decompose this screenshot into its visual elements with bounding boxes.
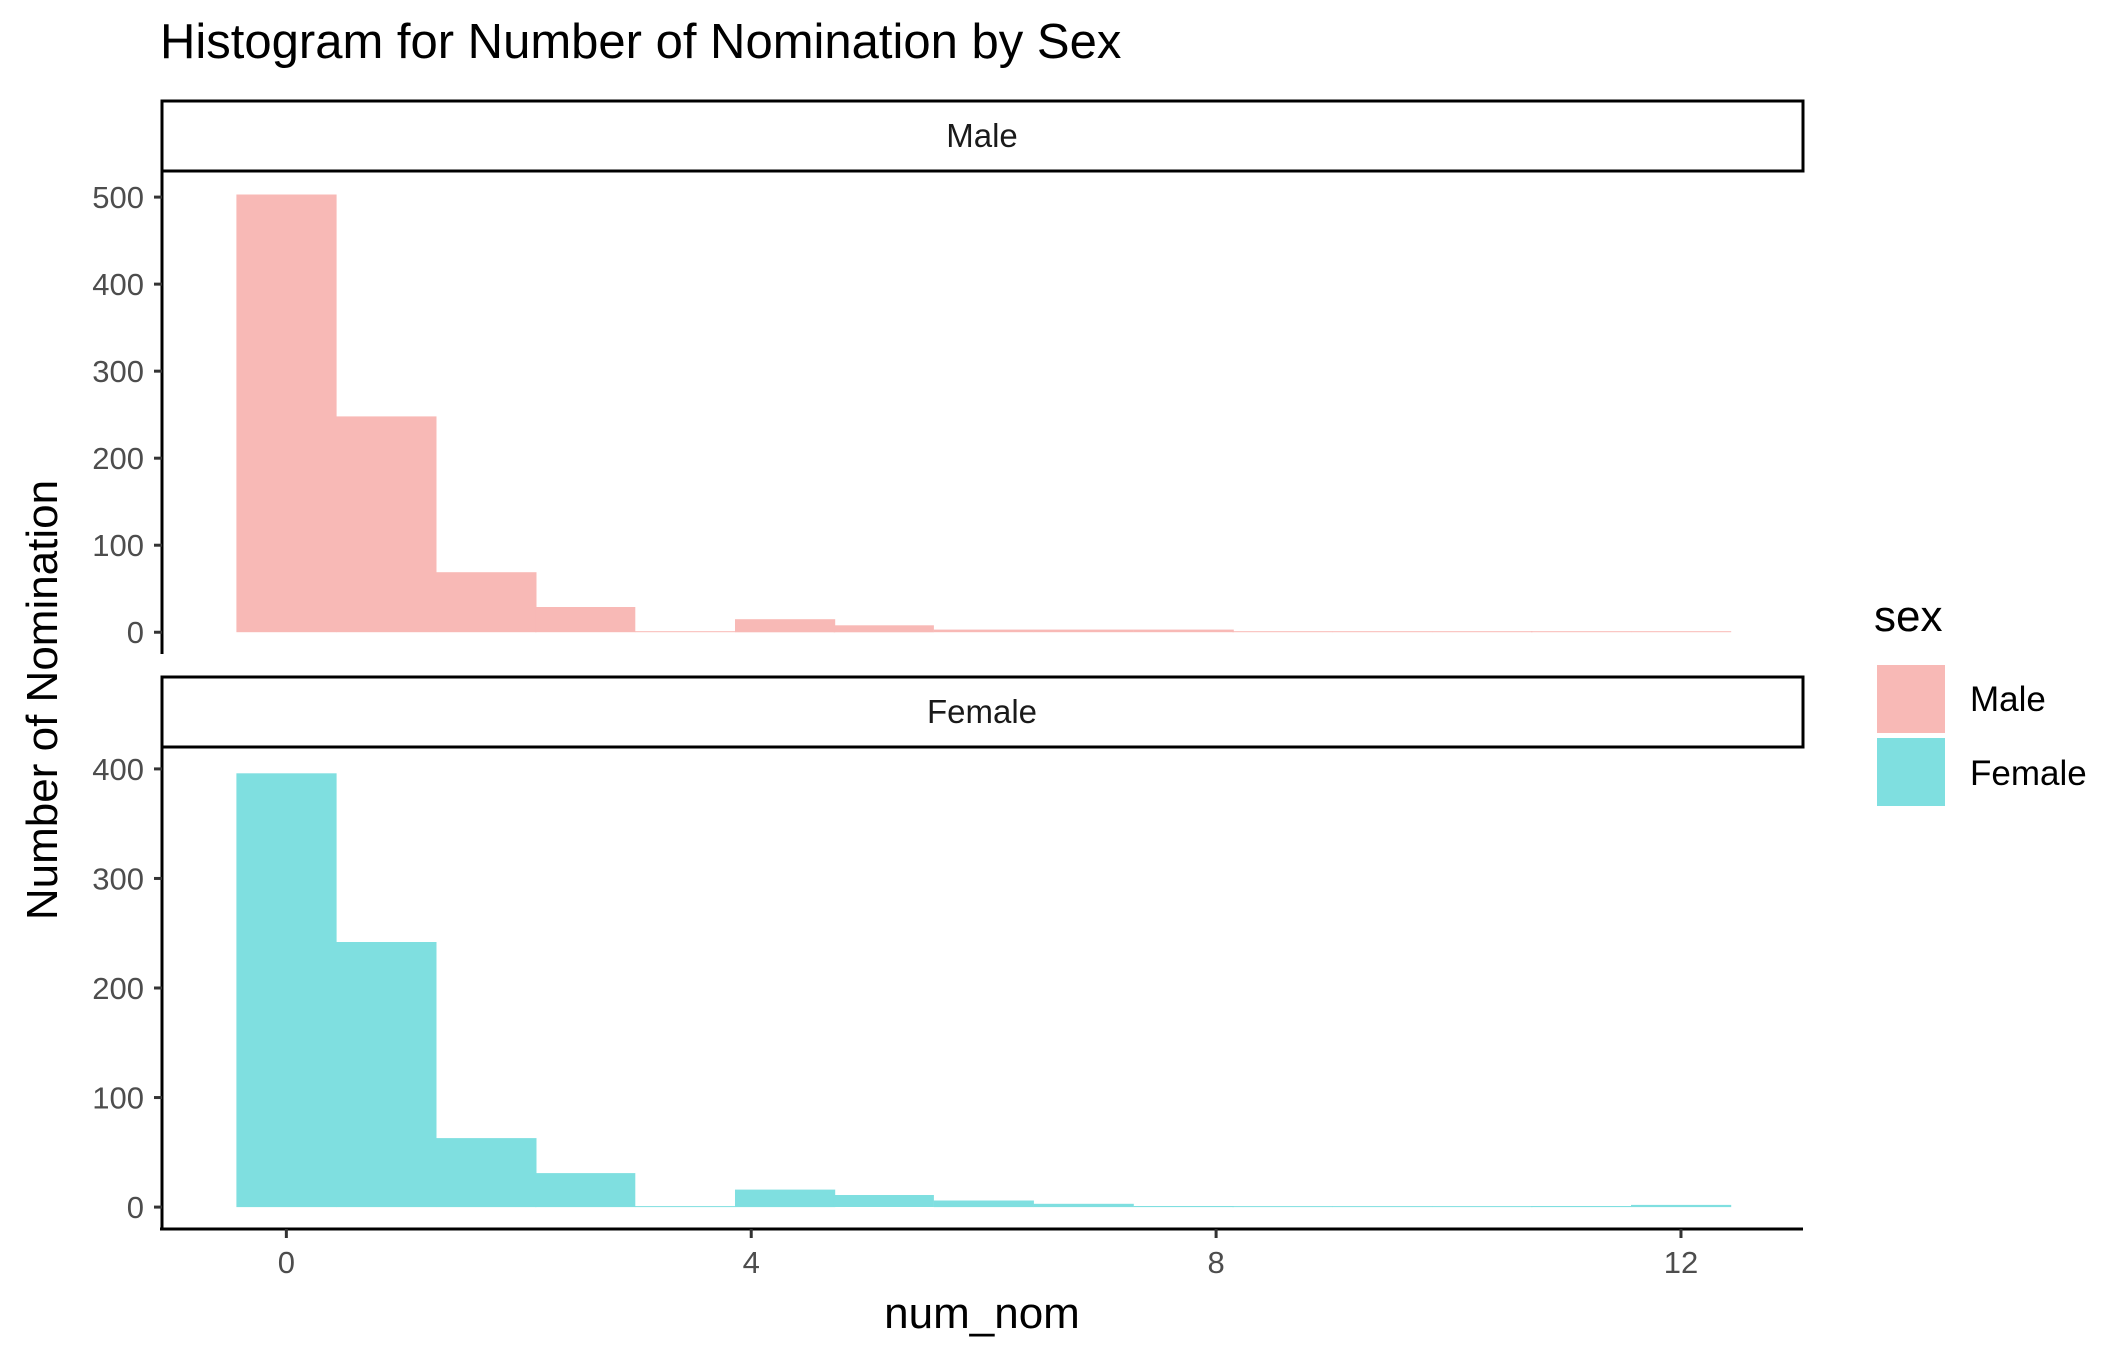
bars-female: [236, 773, 1732, 1208]
bar-male-1: [336, 416, 437, 633]
facet-label-female: Female: [927, 693, 1037, 730]
facet-label-male: Male: [946, 117, 1018, 154]
y-ticks-male: 0 100 200 300 400 500: [92, 180, 162, 650]
legend-key-male: [1877, 665, 1945, 733]
facet-strip-male: [160, 99, 1805, 173]
bar-female-2: [436, 1138, 537, 1208]
bar-male-11: [1332, 631, 1433, 633]
bar-female-14: [1631, 1204, 1732, 1208]
bar-female-3: [535, 1173, 636, 1208]
legend-title: sex: [1874, 592, 1942, 641]
bar-female-0: [236, 773, 337, 1208]
y-axis-title: Number of Nomination: [18, 480, 67, 920]
y-tick-label-male-300: 300: [92, 354, 144, 389]
bar-female-9: [1133, 1206, 1234, 1208]
y-tick-label-female-300: 300: [92, 861, 144, 896]
bar-male-7: [933, 629, 1034, 633]
facet-strip-female: [160, 675, 1805, 749]
y-tick-label-female-100: 100: [92, 1081, 144, 1116]
bar-male-0: [236, 194, 337, 633]
bar-female-6: [833, 1195, 934, 1207]
x-tick-label-0: 0: [278, 1245, 295, 1280]
y-tick-label-male-100: 100: [92, 528, 144, 563]
legend: sex Male Female: [1874, 592, 2087, 806]
legend-key-female: [1877, 738, 1945, 806]
bar-female-4: [635, 1206, 736, 1208]
bar-female-1: [336, 942, 437, 1208]
y-tick-label-male-0: 0: [127, 615, 144, 650]
bar-male-14: [1631, 631, 1732, 633]
y-tick-label-female-0: 0: [127, 1190, 144, 1225]
bar-female-11: [1332, 1206, 1433, 1208]
legend-label-male: Male: [1970, 680, 2046, 719]
panel-female: Female 0 100 200 300 400: [92, 675, 1805, 1229]
x-tick-label-12: 12: [1664, 1245, 1698, 1280]
y-tick-label-female-400: 400: [92, 752, 144, 787]
y-tick-label-female-200: 200: [92, 971, 144, 1006]
bar-male-6: [833, 625, 934, 633]
bar-male-13: [1531, 631, 1632, 633]
x-tick-label-4: 4: [743, 1245, 760, 1280]
bar-male-2: [436, 572, 537, 633]
x-axis-title: num_nom: [884, 1289, 1080, 1338]
bar-male-5: [735, 619, 836, 633]
bar-female-13: [1531, 1206, 1632, 1208]
bar-male-4: [635, 631, 736, 633]
bar-male-10: [1232, 631, 1333, 633]
bar-female-7: [933, 1200, 1034, 1208]
y-ticks-female: 0 100 200 300 400: [92, 752, 162, 1225]
chart-title: Histogram for Number of Nomination by Se…: [160, 15, 1121, 69]
bar-female-10: [1232, 1206, 1333, 1208]
bars-male: [236, 194, 1732, 633]
panel-male: Male 0 100 200 300 400 500: [92, 99, 1805, 654]
bar-female-5: [735, 1189, 836, 1208]
x-ticks: 0 4 8 12: [278, 1229, 1698, 1280]
bar-female-8: [1033, 1203, 1134, 1208]
y-tick-label-male-400: 400: [92, 267, 144, 302]
legend-label-female: Female: [1970, 754, 2087, 793]
bar-male-3: [535, 607, 636, 633]
bar-male-9: [1133, 629, 1234, 633]
y-tick-label-male-500: 500: [92, 180, 144, 215]
bar-male-8: [1033, 629, 1134, 633]
x-tick-label-8: 8: [1207, 1245, 1224, 1280]
bar-male-12: [1432, 631, 1533, 633]
bar-female-12: [1432, 1206, 1533, 1208]
y-tick-label-male-200: 200: [92, 441, 144, 476]
